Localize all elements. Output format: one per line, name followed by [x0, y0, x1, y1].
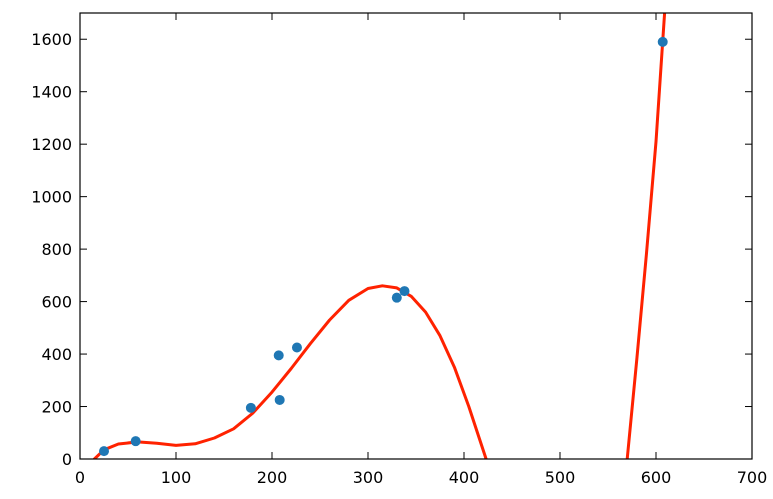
axes: 0 100 200 300 400 500 600 700 0 200 400 600 800 1000 1… [31, 12, 768, 487]
y-tick-label: 800 [41, 240, 72, 259]
y-tick-label: 1200 [31, 135, 72, 154]
y-tick-label: 1400 [31, 83, 72, 102]
y-tick-label: 400 [41, 345, 72, 364]
plot-frame [79, 12, 753, 460]
x-tick-label: 200 [257, 468, 288, 487]
x-tick-label: 100 [161, 468, 192, 487]
y-tick-label: 600 [41, 293, 72, 312]
y-tick-label: 200 [41, 398, 72, 417]
x-tick-label: 500 [545, 468, 576, 487]
y-tick-label: 1600 [31, 30, 72, 49]
x-tick-label: 600 [641, 468, 672, 487]
x-tick-label: 400 [449, 468, 480, 487]
scatter-point [245, 402, 256, 413]
scatter-point [657, 36, 668, 47]
scatter-point [274, 394, 285, 405]
scatter-point [130, 436, 141, 447]
x-tick-label: 0 [75, 468, 85, 487]
scatter-point [399, 286, 410, 297]
scatter-point [99, 446, 109, 457]
fit-curve-line [92, 284, 488, 459]
scatter-point [291, 342, 302, 353]
fit-curve-line [625, 13, 667, 459]
y-tick-label: 0 [62, 450, 72, 469]
y-tick-label: 1000 [31, 188, 72, 207]
scatter-point [391, 292, 402, 303]
plot-area [92, 13, 668, 459]
x-tick-label: 700 [737, 468, 768, 487]
scatter-point [273, 350, 284, 361]
x-tick-label: 300 [353, 468, 384, 487]
